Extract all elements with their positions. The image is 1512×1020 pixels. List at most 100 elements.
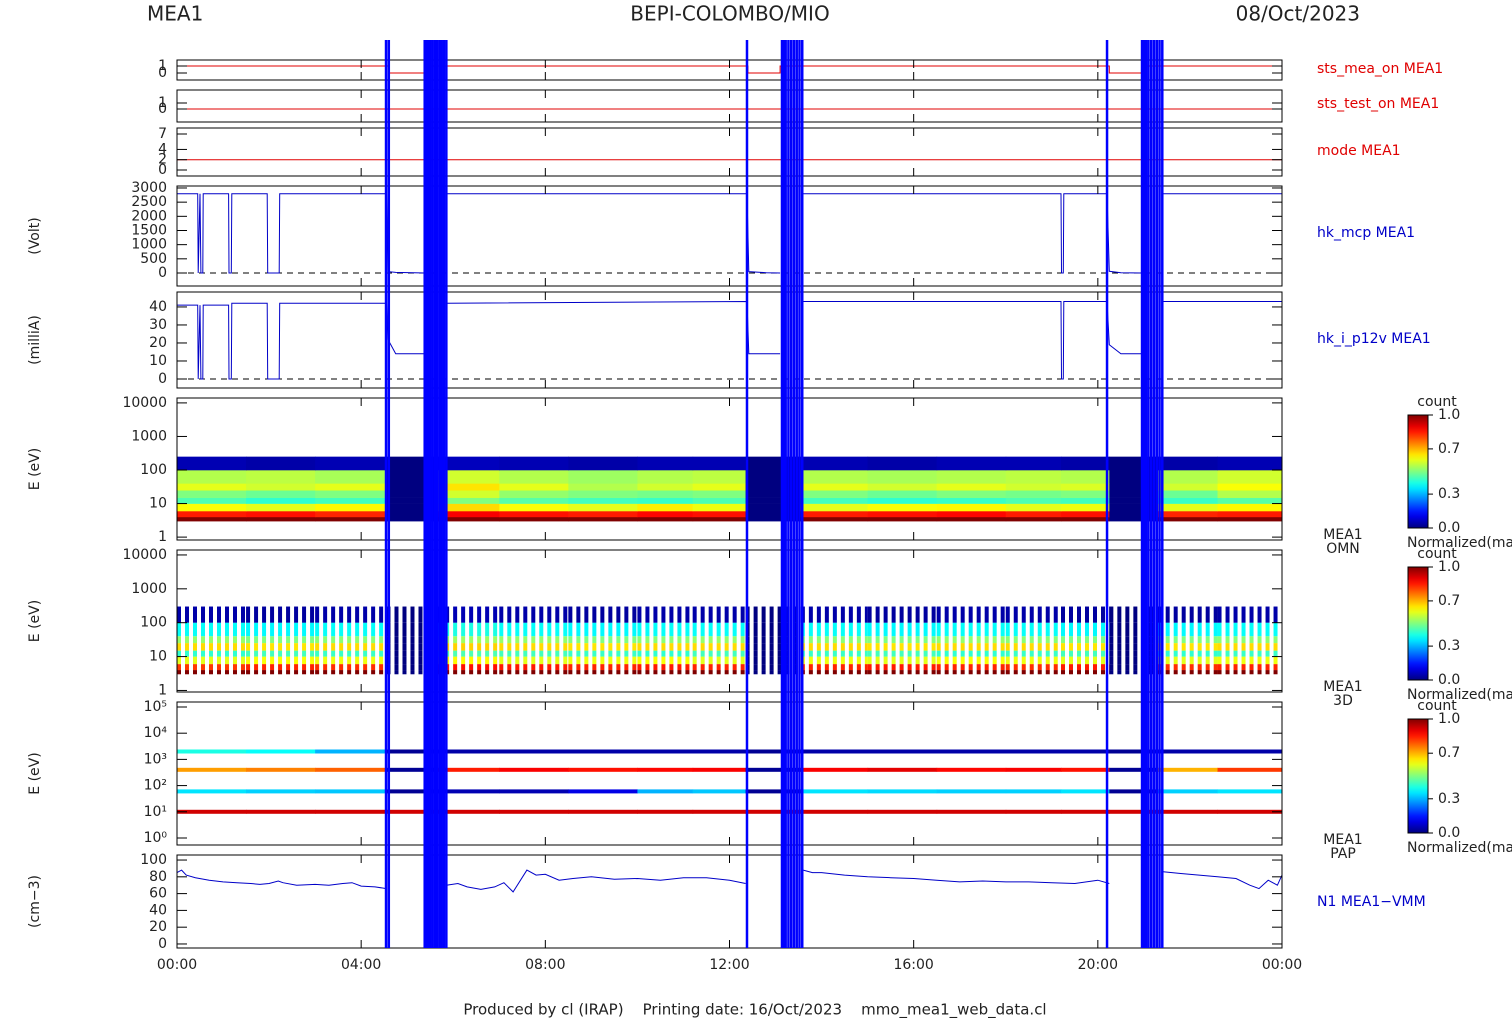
- heat-cell: [637, 516, 694, 522]
- y-tick-label: 100: [140, 462, 167, 478]
- heat-cell: [539, 650, 544, 657]
- heat-cell: [1013, 656, 1018, 665]
- heat-cell: [685, 606, 690, 623]
- heat-cell: [1061, 670, 1065, 675]
- heat-cell: [923, 622, 928, 637]
- colorbar-tick-label: 0.3: [1438, 638, 1460, 654]
- heat-cell: [1217, 511, 1282, 518]
- heat-cell: [1181, 664, 1186, 671]
- heat-cell: [246, 490, 316, 498]
- date: 08/Oct/2023: [1236, 2, 1360, 26]
- heat-cell: [1205, 606, 1210, 623]
- heat-cell: [270, 643, 275, 651]
- heat-cell: [716, 622, 721, 637]
- heat-cell: [386, 503, 438, 512]
- heat-cell: [960, 656, 965, 665]
- heat-cell: [824, 636, 829, 644]
- heat-cell: [1021, 650, 1026, 657]
- y-tick-label: 10²: [144, 778, 167, 794]
- heat-cell: [891, 650, 896, 657]
- heat-cell: [355, 664, 360, 671]
- heat-cell: [331, 664, 336, 671]
- heat-cell: [936, 470, 1007, 484]
- heat-cell: [246, 622, 251, 637]
- heat-cell: [355, 622, 360, 637]
- energy-band: [936, 749, 1007, 754]
- heat-cell: [1045, 664, 1050, 671]
- heat-cell: [700, 643, 705, 651]
- heat-cell: [1069, 656, 1073, 665]
- heat-cell: [315, 516, 387, 522]
- heat-cell: [753, 650, 758, 657]
- heat-cell: [637, 656, 642, 665]
- heat-cell: [677, 664, 682, 671]
- heat-cell: [616, 664, 621, 671]
- heat-cell: [936, 490, 1007, 498]
- heat-cell: [761, 606, 766, 623]
- heat-cell: [177, 670, 181, 675]
- heat-cell: [824, 606, 829, 623]
- heat-cell: [936, 622, 941, 637]
- heat-cell: [1109, 622, 1114, 637]
- heat-cell: [677, 606, 682, 623]
- heat-cell: [339, 664, 344, 671]
- heat-cell: [1125, 656, 1130, 665]
- heat-cell: [1241, 670, 1246, 675]
- heat-cell: [270, 664, 275, 671]
- heat-cell: [515, 606, 520, 623]
- heat-cell: [568, 511, 638, 518]
- heat-cell: [1205, 650, 1210, 657]
- heat-cell: [692, 650, 697, 657]
- heat-cell: [315, 470, 387, 484]
- heat-cell: [437, 516, 500, 522]
- heat-cell: [477, 656, 482, 665]
- heat-cell: [1257, 664, 1262, 671]
- heat-cell: [294, 650, 299, 657]
- heat-cell: [217, 656, 221, 665]
- heat-cell: [286, 636, 291, 644]
- heat-cell: [976, 670, 981, 675]
- heat-cell: [661, 643, 666, 651]
- heat-cell: [1077, 656, 1081, 665]
- heat-cell: [592, 650, 597, 657]
- heat-cell: [1241, 622, 1246, 637]
- heat-cell: [555, 650, 560, 657]
- x-tick-label: 00:00: [1262, 957, 1302, 973]
- heat-cell: [201, 636, 205, 644]
- heat-cell: [246, 643, 251, 651]
- heat-cell: [653, 670, 658, 675]
- y-tick-label: 0: [158, 371, 167, 387]
- heat-cell: [555, 622, 560, 637]
- heat-cell: [832, 606, 837, 623]
- y-tick-label: 1: [158, 58, 167, 74]
- heat-cell: [777, 650, 782, 657]
- heat-cell: [700, 656, 705, 665]
- y-tick-label: 3000: [131, 180, 167, 196]
- y-tick-label: 10¹: [144, 804, 167, 820]
- heat-cell: [661, 636, 666, 644]
- heat-cell: [740, 622, 745, 637]
- heat-cell: [1077, 643, 1081, 651]
- heat-cell: [1093, 606, 1097, 623]
- heat-cell: [493, 650, 498, 657]
- heat-cell: [286, 670, 291, 675]
- heat-cell: [418, 656, 423, 665]
- heat-cell: [677, 622, 682, 637]
- heat-cell: [624, 643, 629, 651]
- heat-cell: [653, 650, 658, 657]
- heat-cell: [637, 511, 694, 518]
- heat-cell: [563, 636, 568, 644]
- heat-cell: [1241, 650, 1246, 657]
- heat-cell: [225, 650, 229, 657]
- heat-cell: [832, 664, 837, 671]
- heat-cell: [1265, 664, 1270, 671]
- energy-band: [1157, 789, 1219, 794]
- heat-cell: [1061, 503, 1110, 512]
- heat-cell: [461, 670, 466, 675]
- heat-cell: [624, 650, 629, 657]
- heat-cell: [740, 656, 745, 665]
- heat-cell: [824, 670, 829, 675]
- heat-cell: [193, 650, 197, 657]
- heat-cell: [1225, 664, 1230, 671]
- heat-cell: [724, 622, 729, 637]
